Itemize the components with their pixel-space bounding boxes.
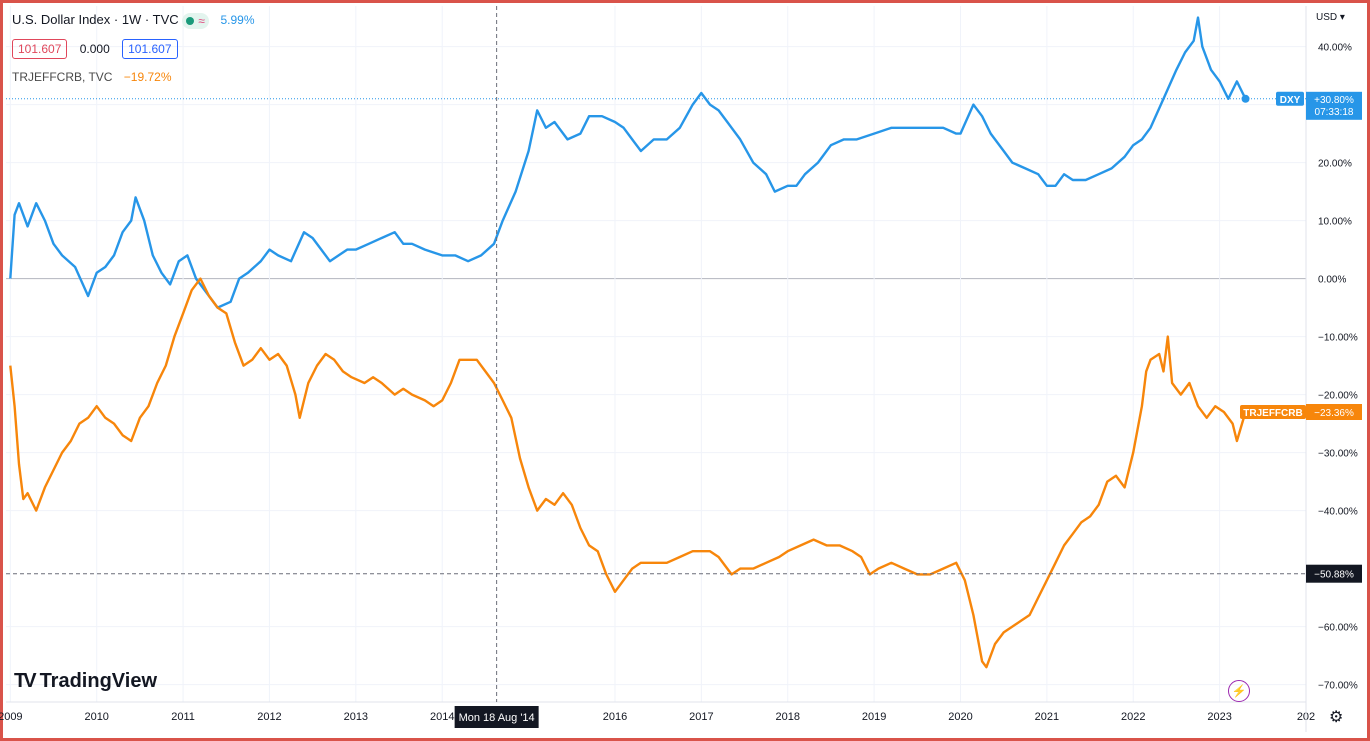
market-open-icon: [186, 16, 195, 25]
gear-icon[interactable]: ⚙: [1329, 709, 1344, 726]
y-tick-label: 20.00%: [1318, 159, 1352, 170]
x-tick-label: 2012: [257, 711, 281, 723]
y-tick-label: −20.00%: [1318, 391, 1358, 402]
crosshair-time-label: Mon 18 Aug '14: [459, 712, 535, 724]
y-tick-label: −40.00%: [1318, 507, 1358, 518]
change-percent: 5.99%: [220, 13, 255, 27]
y-tick-label: −70.00%: [1318, 681, 1358, 692]
crosshair-time-tag: [454, 706, 539, 728]
x-tick-label: 2022: [1121, 711, 1145, 723]
main-series-legend[interactable]: U.S. Dollar Index · 1W · TVC ≈ 5.99%: [12, 12, 255, 29]
x-tick-label: 2010: [84, 711, 108, 723]
y-tick-label: −10.00%: [1318, 333, 1358, 344]
y-tick-label: −30.00%: [1318, 449, 1358, 460]
series-name-label: TRJEFFCRB: [1243, 408, 1302, 419]
series-line-dxy: [9, 16, 1247, 309]
y-tick-label: 0.00%: [1318, 275, 1346, 286]
last-value-tag: [1306, 91, 1362, 120]
series-name-tag: [1240, 405, 1306, 419]
x-tick-label: 2017: [689, 711, 713, 723]
currency-label[interactable]: USD ▾: [1316, 12, 1345, 23]
crosshair-value-tag: [1306, 564, 1362, 583]
x-tick-label: 2019: [862, 711, 886, 723]
x-tick-label: 2020: [948, 711, 972, 723]
x-tick-label: 2013: [344, 711, 368, 723]
series-name-tag: [1276, 91, 1304, 106]
last-value-tag: [1306, 404, 1362, 420]
y-tick-label: 10.00%: [1318, 217, 1352, 228]
countdown-label: 07:33:18: [1315, 107, 1354, 118]
x-tick-label: 2021: [1035, 711, 1059, 723]
last-value-label: +30.80%: [1314, 95, 1354, 106]
compare-change: −19.72%: [123, 70, 172, 84]
x-tick-label: 2023: [1207, 711, 1231, 723]
series-name-label: DXY: [1280, 95, 1301, 106]
y-tick-label: 40.00%: [1318, 43, 1352, 54]
x-tick-label: 2009: [0, 711, 23, 723]
sell-price[interactable]: 101.607: [12, 39, 68, 59]
spread-value: 0.000: [79, 42, 110, 56]
y-tick-label: −60.00%: [1318, 623, 1358, 634]
crosshair-value-label: −50.88%: [1314, 570, 1354, 581]
x-tick-label: 2014: [430, 711, 454, 723]
x-tick-label: 2011: [171, 711, 195, 723]
last-point-marker: [1241, 94, 1250, 103]
tradingview-logo-icon: TV: [14, 670, 36, 692]
lightning-icon[interactable]: ⚡: [1228, 680, 1250, 702]
market-status-pill[interactable]: ≈: [182, 12, 209, 29]
tradingview-logo[interactable]: TV TradingView: [14, 670, 157, 693]
compare-series-legend[interactable]: TRJEFFCRB, TVC −19.72%: [12, 70, 172, 84]
symbol-title[interactable]: U.S. Dollar Index · 1W · TVC: [12, 12, 179, 27]
logo-text: TradingView: [39, 670, 158, 692]
compare-symbol[interactable]: TRJEFFCRB, TVC: [12, 70, 113, 84]
series-line-trjeffcrb: [9, 277, 1247, 669]
price-boxes: 101.607 0.000 101.607: [12, 39, 182, 59]
x-tick-label: 2018: [775, 711, 799, 723]
last-value-label: −23.36%: [1314, 408, 1354, 419]
buy-price[interactable]: 101.607: [122, 39, 178, 59]
x-tick-label: 2016: [603, 711, 627, 723]
pill-wave-icon: ≈: [198, 13, 205, 28]
